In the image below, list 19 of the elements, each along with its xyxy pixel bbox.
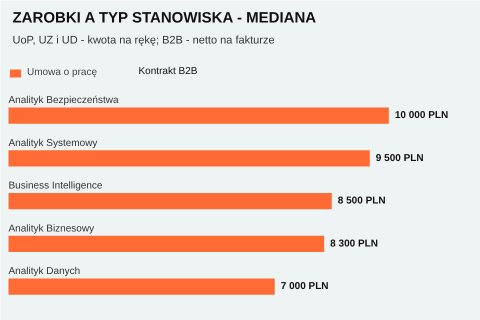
data-label: 8 300 PLN — [330, 238, 378, 250]
y-tick-label: Analityk Biznesowy — [8, 223, 94, 234]
legend-label: Umowa o pracę — [27, 67, 98, 78]
y-tick-label: Analityk Systemowy — [8, 138, 98, 149]
bar — [8, 278, 275, 295]
bar — [8, 150, 370, 166]
bar — [8, 192, 332, 210]
data-label: 8 500 PLN — [338, 196, 386, 207]
y-tick-label: Analityk Danych — [8, 266, 80, 278]
data-label: 7 000 PLN — [280, 281, 329, 292]
text: Kontrakt B2B — [138, 66, 198, 77]
data-label: 10 000 PLN — [394, 110, 448, 122]
y-tick-label: Business Intelligence — [8, 180, 103, 192]
data-label: 9 500 PLN — [376, 152, 424, 164]
chart-title: ZAROBKI A TYP STANOWISKA - MEDIANA — [12, 10, 316, 26]
y-tick-label: Analityk Bezpieczeństwa — [8, 95, 119, 106]
chart-subtitle: UoP, UZ i UD - kwota na rękę; B2B - netto na fakturze — [12, 34, 275, 46]
bar — [8, 236, 324, 252]
bar — [8, 108, 389, 124]
